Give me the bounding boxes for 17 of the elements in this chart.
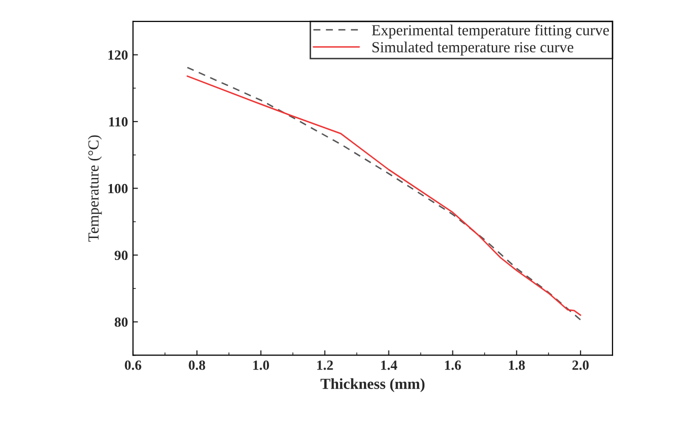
- x-tick-label: 0.6: [124, 360, 142, 370]
- y-tick-label: 90: [114, 250, 128, 260]
- x-tick-label: 1.4: [381, 360, 398, 370]
- legend-label: Experimental temperature fitting curve: [372, 24, 609, 39]
- x-tick-label: 1.6: [445, 360, 461, 370]
- x-tick-label: 1.8: [509, 360, 525, 370]
- x-tick-label: 0.8: [188, 360, 206, 370]
- y-tick-label: 100: [108, 184, 128, 194]
- x-tick-label: 1.2: [317, 360, 333, 370]
- y-axis-title: Temperature (°C): [88, 135, 102, 242]
- y-tick-label: 80: [114, 317, 128, 327]
- y-tick-label: 120: [108, 50, 128, 60]
- legend-label: Simulated temperature rise curve: [372, 42, 574, 56]
- x-tick-label: 1.0: [253, 360, 270, 370]
- x-axis-title: Thickness (mm): [320, 378, 424, 392]
- y-tick-label: 110: [109, 117, 128, 127]
- x-tick-label: 2.0: [572, 360, 589, 370]
